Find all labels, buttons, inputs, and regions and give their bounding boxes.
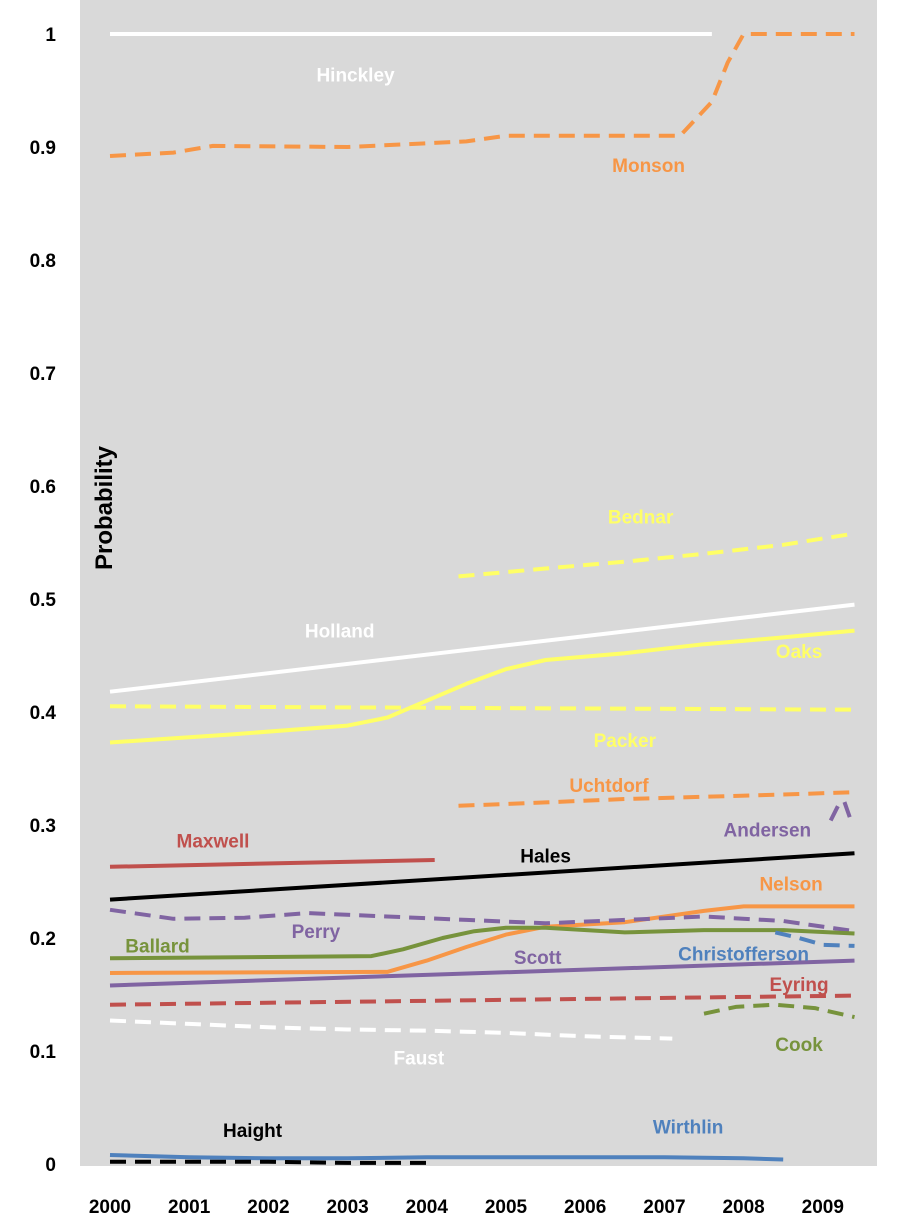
series-line-oaks <box>109 628 855 745</box>
series-label-monson: Monson <box>612 156 685 177</box>
series-label-bednar: Bednar <box>608 507 674 528</box>
x-tick-label-2001: 2001 <box>168 1197 211 1218</box>
series-label-ballard: Ballard <box>125 937 189 958</box>
series-label-eyring: Eyring <box>769 975 828 996</box>
y-axis-label: Probability <box>91 445 118 570</box>
x-tick-label-2005: 2005 <box>485 1197 528 1218</box>
series-label-christofferson: Christofferson <box>678 945 809 966</box>
series-line-uchtdorf <box>458 790 855 808</box>
series-label-scott: Scott <box>514 948 562 969</box>
series-line-perry <box>109 907 855 934</box>
series-label-perry: Perry <box>292 922 341 943</box>
x-axis-ticks: 2000 2001 2002 2003 2004 2005 2006 2007 2008 2009 <box>89 1197 844 1218</box>
series-label-uchtdorf: Uchtdorf <box>569 776 649 797</box>
plot-area <box>80 0 877 1166</box>
series-labels: Hinckley Monson Bednar Holland Oaks Packer Uch… <box>125 65 828 1141</box>
y-tick-label-0-9: 0.9 <box>30 138 56 159</box>
series-line-nelson <box>109 904 855 975</box>
y-axis-ticks: 0 0.1 0.2 0.3 0.4 0.5 0.6 0.7 0.8 0.9 1 <box>30 25 57 1176</box>
x-tick-label-2009: 2009 <box>802 1197 844 1218</box>
series-label-haight: Haight <box>223 1121 283 1142</box>
series-label-nelson: Nelson <box>759 875 822 896</box>
series-line-scott <box>109 958 855 988</box>
y-tick-label-0-4: 0.4 <box>30 703 57 724</box>
y-tick-label-0-5: 0.5 <box>30 590 57 611</box>
y-tick-label-1: 1 <box>45 25 56 46</box>
x-tick-label-2000: 2000 <box>89 1197 131 1218</box>
y-tick-label-0: 0 <box>45 1155 56 1176</box>
series-label-wirthlin: Wirthlin <box>653 1117 724 1138</box>
y-tick-label-0-6: 0.6 <box>30 477 56 498</box>
x-tick-label-2002: 2002 <box>247 1197 289 1218</box>
series-line-christofferson <box>774 930 855 948</box>
y-tick-label-0-3: 0.3 <box>30 816 56 837</box>
series-line-monson <box>109 32 855 158</box>
y-tick-label-0-7: 0.7 <box>30 364 56 385</box>
y-tick-label-0-8: 0.8 <box>30 251 56 272</box>
series-line-haight <box>110 1159 427 1165</box>
series-line-faust <box>109 1018 673 1041</box>
y-tick-label-0-1: 0.1 <box>30 1042 57 1063</box>
x-tick-label-2003: 2003 <box>326 1197 368 1218</box>
series-label-maxwell: Maxwell <box>177 832 250 853</box>
x-tick-label-2004: 2004 <box>406 1197 449 1218</box>
series-label-faust: Faust <box>394 1049 445 1070</box>
series-label-cook: Cook <box>775 1035 823 1056</box>
y-tick-label-0-2: 0.2 <box>30 929 56 950</box>
x-tick-label-2006: 2006 <box>564 1197 606 1218</box>
series-line-hales <box>109 851 855 902</box>
series-label-hinckley: Hinckley <box>316 65 395 86</box>
series-label-holland: Holland <box>305 621 375 642</box>
series-label-hales: Hales <box>520 846 571 867</box>
series-line-wirthlin <box>109 1153 784 1162</box>
series-line-cook <box>703 1002 855 1020</box>
series-line-maxwell <box>109 858 435 869</box>
series-line-holland <box>109 602 855 694</box>
x-tick-label-2007: 2007 <box>643 1197 685 1218</box>
series-lines <box>109 32 855 1165</box>
series-label-andersen: Andersen <box>724 820 812 841</box>
x-tick-label-2008: 2008 <box>722 1197 764 1218</box>
series-label-oaks: Oaks <box>776 642 822 663</box>
series-line-ballard <box>109 925 855 961</box>
series-line-bednar <box>458 531 855 579</box>
series-label-packer: Packer <box>594 731 657 752</box>
series-line-andersen <box>828 799 853 822</box>
